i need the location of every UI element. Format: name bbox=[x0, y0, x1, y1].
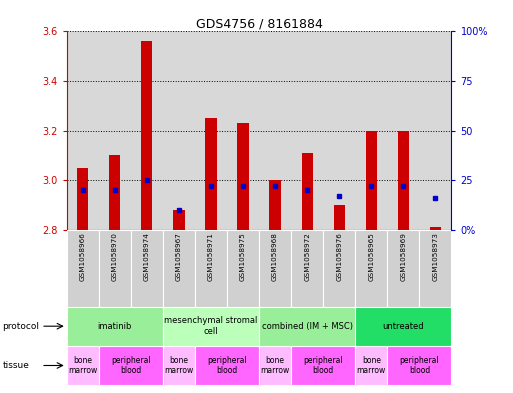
Bar bbox=[173, 210, 185, 230]
Text: peripheral
blood: peripheral blood bbox=[303, 356, 343, 375]
Text: peripheral
blood: peripheral blood bbox=[400, 356, 439, 375]
Bar bbox=[269, 180, 281, 230]
Text: tissue: tissue bbox=[3, 361, 29, 370]
Bar bbox=[355, 307, 451, 346]
Bar bbox=[238, 123, 249, 230]
Text: GSM1058966: GSM1058966 bbox=[80, 232, 86, 281]
Bar bbox=[259, 346, 291, 385]
Bar bbox=[227, 31, 259, 230]
Bar bbox=[163, 346, 195, 385]
Bar bbox=[163, 31, 195, 230]
Text: GSM1058968: GSM1058968 bbox=[272, 232, 278, 281]
Bar bbox=[398, 130, 409, 230]
Bar bbox=[163, 230, 195, 307]
Bar bbox=[355, 346, 387, 385]
Text: imatinib: imatinib bbox=[97, 322, 132, 331]
Text: GSM1058967: GSM1058967 bbox=[176, 232, 182, 281]
Bar bbox=[259, 31, 291, 230]
Text: GSM1058974: GSM1058974 bbox=[144, 232, 150, 281]
Text: GSM1058976: GSM1058976 bbox=[336, 232, 342, 281]
Bar bbox=[387, 230, 420, 307]
Bar bbox=[67, 346, 98, 385]
Bar bbox=[291, 346, 355, 385]
Text: bone
marrow: bone marrow bbox=[357, 356, 386, 375]
Bar bbox=[98, 346, 163, 385]
Text: untreated: untreated bbox=[383, 322, 424, 331]
Text: GSM1058975: GSM1058975 bbox=[240, 232, 246, 281]
Bar bbox=[323, 230, 355, 307]
Bar bbox=[195, 31, 227, 230]
Bar bbox=[98, 31, 131, 230]
Text: bone
marrow: bone marrow bbox=[261, 356, 290, 375]
Text: GSM1058973: GSM1058973 bbox=[432, 232, 439, 281]
Text: bone
marrow: bone marrow bbox=[68, 356, 97, 375]
Bar bbox=[67, 230, 98, 307]
Bar bbox=[323, 31, 355, 230]
Bar bbox=[420, 230, 451, 307]
Bar bbox=[355, 31, 387, 230]
Bar bbox=[259, 307, 355, 346]
Bar bbox=[163, 307, 259, 346]
Text: protocol: protocol bbox=[3, 322, 40, 331]
Bar bbox=[291, 230, 323, 307]
Bar bbox=[302, 153, 313, 230]
Bar bbox=[205, 118, 216, 230]
Bar bbox=[195, 346, 259, 385]
Bar bbox=[131, 31, 163, 230]
Bar bbox=[195, 230, 227, 307]
Text: peripheral
blood: peripheral blood bbox=[207, 356, 247, 375]
Text: GSM1058972: GSM1058972 bbox=[304, 232, 310, 281]
Text: peripheral
blood: peripheral blood bbox=[111, 356, 151, 375]
Text: GSM1058971: GSM1058971 bbox=[208, 232, 214, 281]
Bar bbox=[387, 346, 451, 385]
Bar bbox=[141, 41, 152, 230]
Text: mesenchymal stromal
cell: mesenchymal stromal cell bbox=[164, 316, 258, 336]
Bar bbox=[67, 307, 163, 346]
Text: GSM1058970: GSM1058970 bbox=[112, 232, 118, 281]
Bar bbox=[131, 230, 163, 307]
Bar bbox=[366, 130, 377, 230]
Title: GDS4756 / 8161884: GDS4756 / 8161884 bbox=[195, 17, 323, 30]
Text: bone
marrow: bone marrow bbox=[164, 356, 193, 375]
Bar bbox=[98, 230, 131, 307]
Bar bbox=[291, 31, 323, 230]
Bar bbox=[259, 230, 291, 307]
Bar bbox=[430, 228, 441, 230]
Bar bbox=[355, 230, 387, 307]
Bar bbox=[333, 205, 345, 230]
Bar bbox=[67, 31, 98, 230]
Bar bbox=[109, 156, 121, 230]
Bar bbox=[420, 31, 451, 230]
Text: GSM1058965: GSM1058965 bbox=[368, 232, 374, 281]
Text: GSM1058969: GSM1058969 bbox=[400, 232, 406, 281]
Bar bbox=[227, 230, 259, 307]
Text: combined (IM + MSC): combined (IM + MSC) bbox=[262, 322, 352, 331]
Bar bbox=[387, 31, 420, 230]
Bar bbox=[77, 168, 88, 230]
